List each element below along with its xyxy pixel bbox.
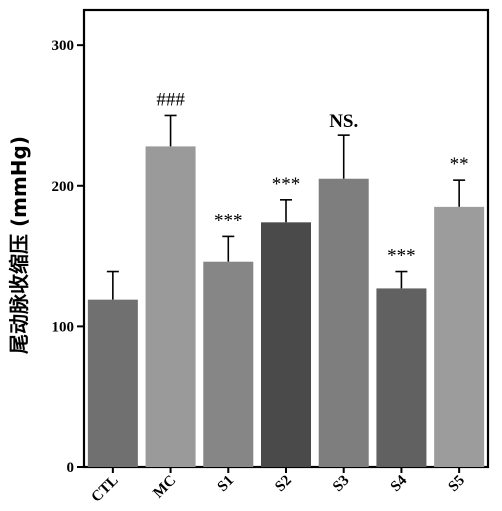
x-tick-label: S2 [272,473,295,496]
x-tick-label: CTL [89,473,122,506]
x-tick-label: S5 [445,473,468,496]
bar-s3 [318,178,369,467]
plot-area: 0 100 200 300 CTL MC ### S1 *** S2 *** S3 NS. S4 *** S5… [52,8,490,506]
y-tick-label: 100 [52,319,75,335]
x-tick-label: MC [150,473,179,502]
significance-label: ** [450,154,469,175]
x-tick-label: S1 [215,473,238,496]
y-tick-label: 300 [52,38,75,54]
bar-mc [145,146,196,468]
significance-label: *** [214,210,243,231]
significance-label: *** [272,174,301,195]
bar-s2 [261,222,311,467]
y-tick-label: 200 [52,179,75,195]
x-tick-label: S4 [388,472,411,495]
bar-s1 [203,261,254,467]
bar-s5 [434,206,485,467]
significance-label: NS. [329,111,358,132]
x-tick-label: S3 [330,473,353,496]
bar-s4 [376,288,427,467]
significance-label: *** [387,246,416,267]
y-axis-label: 尾动脉收缩压 (mmHg) [7,136,31,354]
bar-ctl [87,299,138,467]
y-tick-label: 0 [67,460,75,476]
significance-label: ### [156,89,185,110]
